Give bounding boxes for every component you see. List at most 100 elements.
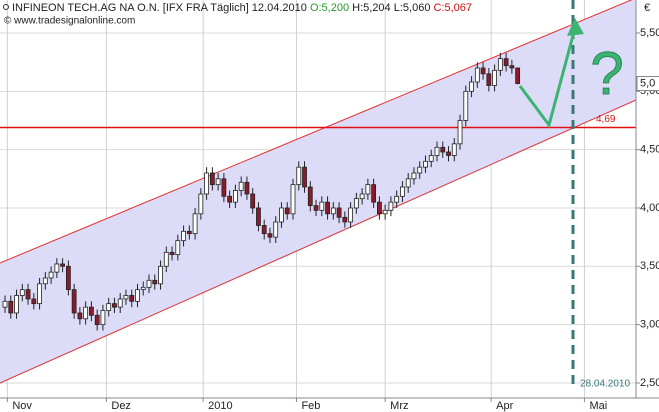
candle-body xyxy=(42,277,48,285)
candle-body xyxy=(434,146,440,156)
candle-body xyxy=(31,298,37,305)
candle-body xyxy=(100,310,106,326)
question-mark: ? xyxy=(590,40,623,107)
candle-body xyxy=(25,289,31,300)
high-value: H:5,204 xyxy=(352,2,391,14)
candle-body xyxy=(400,186,405,197)
candles xyxy=(2,52,521,331)
candle-body xyxy=(112,303,117,308)
trend-channel xyxy=(0,0,636,384)
instrument-name: INFINEON TECH.AG NA O.N. [IFX FRA Täglic… xyxy=(12,2,307,14)
level-label: 4,69 xyxy=(596,114,616,125)
candle-body xyxy=(163,251,169,267)
close-value: C:5,067 xyxy=(434,2,473,14)
candle-body xyxy=(313,205,319,211)
candle-body xyxy=(428,155,434,162)
candle-body xyxy=(359,193,365,200)
candle-body xyxy=(233,190,238,203)
x-tick-label: Dez xyxy=(111,400,131,412)
candle-body xyxy=(19,289,25,296)
candle-body xyxy=(48,271,54,279)
candle-body xyxy=(256,207,261,226)
candle-body xyxy=(371,184,377,203)
candle-body xyxy=(94,314,100,326)
candle-body xyxy=(238,181,244,191)
candle-body xyxy=(319,201,325,211)
last-price-box xyxy=(636,76,659,92)
candle-body xyxy=(492,69,497,86)
candle-body xyxy=(250,193,256,209)
y-tick-label: 3,50 xyxy=(640,260,659,272)
candle-body xyxy=(83,306,89,320)
candle-body xyxy=(204,172,210,195)
candle-body xyxy=(244,181,250,195)
candle-body xyxy=(77,312,83,320)
y-tick-label: 3,00 xyxy=(640,319,659,331)
candle-body xyxy=(221,178,227,197)
target-date-label: 28.04.2010 xyxy=(580,379,630,390)
horizontal-level: 4,69 xyxy=(0,114,636,129)
last-price-label: 5,0 xyxy=(640,77,655,89)
candle-body xyxy=(192,213,198,235)
x-tick-label: Nov xyxy=(12,400,32,412)
candle-body xyxy=(152,279,158,285)
channel-upper xyxy=(0,0,633,264)
candle-body xyxy=(158,265,163,285)
candle-body xyxy=(503,58,509,67)
instrument: INFINEON TECH.AG NA O.N. [IFX FRA Täglic… xyxy=(12,2,472,14)
open-value: O:5,200 xyxy=(310,2,349,14)
candle-body xyxy=(71,289,77,314)
candle-body xyxy=(411,172,417,180)
candle-body xyxy=(227,195,233,203)
x-tick-label: Feb xyxy=(301,400,320,412)
channel-lower xyxy=(0,99,636,384)
candle-body xyxy=(382,209,388,215)
candle-body xyxy=(394,195,400,203)
candle-body xyxy=(457,120,463,145)
candle-body xyxy=(54,263,60,273)
candle-body xyxy=(209,172,215,186)
candle-body xyxy=(469,81,474,92)
candle-body xyxy=(365,184,371,195)
channel-fill xyxy=(0,0,636,383)
candle-body xyxy=(509,65,515,69)
candle-body xyxy=(515,67,521,84)
candle-body xyxy=(2,300,8,308)
header-icon xyxy=(3,4,9,10)
candle-body xyxy=(353,198,359,209)
candle-body xyxy=(146,279,152,288)
candle-body xyxy=(405,178,411,188)
candle-body xyxy=(417,166,423,174)
arrow-head xyxy=(567,18,584,36)
candle-body xyxy=(486,73,492,86)
x-tick-label: Mrz xyxy=(390,400,408,412)
candle-body xyxy=(60,263,66,267)
candle-body xyxy=(307,186,313,207)
copyright: © www.tradesignalonline.com xyxy=(4,16,135,27)
candle-body xyxy=(451,143,457,156)
candle-body xyxy=(14,295,19,314)
candle-body xyxy=(123,295,129,300)
candle-body xyxy=(273,221,279,238)
candle-body xyxy=(106,303,112,312)
candle-body xyxy=(474,67,480,83)
candle-body xyxy=(325,201,330,215)
candle-body xyxy=(423,160,428,168)
candle-body xyxy=(497,58,503,71)
x-tick-label: Mai xyxy=(589,400,607,412)
candle-body xyxy=(129,295,135,302)
y-tick-label: 4,50 xyxy=(640,144,659,156)
candle-body xyxy=(388,201,394,211)
candle-body xyxy=(267,233,273,238)
y-tick-label: 2,50 xyxy=(640,377,659,389)
x-tick-label: 2010 xyxy=(208,400,232,412)
candle-body xyxy=(336,207,342,218)
candle-body xyxy=(330,207,336,215)
low-value: L:5,060 xyxy=(394,2,431,14)
x-tick-label: Apr xyxy=(496,400,513,412)
candle-body xyxy=(463,90,469,121)
candle-body xyxy=(169,251,175,256)
candle-body xyxy=(198,193,204,215)
candle-body xyxy=(261,225,267,235)
